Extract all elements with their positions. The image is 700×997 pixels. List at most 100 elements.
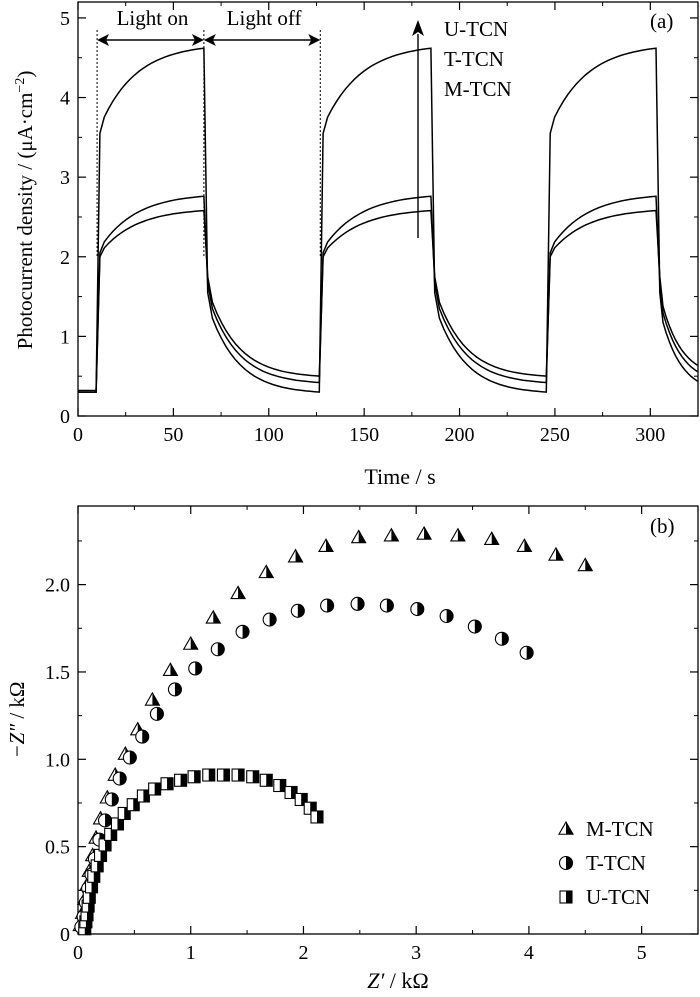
point-m-tcn-fill [170, 663, 178, 676]
point-m-tcn-fill [391, 528, 399, 541]
point-m-tcn-fill [326, 539, 333, 552]
point-t-tcn-fill [105, 813, 112, 827]
point-t-tcn-fill [217, 642, 225, 656]
point-u-tcn-fill [291, 786, 298, 799]
panel-a-ylabel-close: ) [13, 71, 37, 78]
point-m-tcn-fill [190, 637, 198, 650]
point-u-tcn-fill [194, 770, 201, 783]
point-u-tcn-fill [87, 908, 94, 921]
point-t-tcn-fill [474, 620, 482, 634]
point-u-tcn-fill [85, 915, 92, 928]
panel-b-ylabel-var: −Z″ [5, 724, 29, 759]
x-tick-label: 4 [524, 942, 534, 964]
y-tick-label: 0 [60, 406, 70, 428]
point-u-tcn-fill [105, 838, 112, 851]
panel-b-label: (b) [650, 514, 675, 538]
panel-b-ylabel: −Z″ / kΩ [5, 681, 29, 758]
light-off-label: Light off [227, 6, 302, 30]
panel-b-series [72, 525, 594, 936]
legend-label-m-tcn: M-TCN [444, 77, 512, 101]
point-t-tcn-fill [297, 604, 305, 618]
point-m-tcn-fill [213, 610, 221, 624]
point-t-tcn-fill [501, 632, 509, 646]
y-tick-label: 1.0 [45, 749, 70, 771]
y-tick-label: 3 [60, 167, 70, 189]
point-u-tcn-fill [89, 891, 96, 904]
point-u-tcn-fill [238, 769, 245, 782]
point-t-tcn-fill [111, 792, 119, 806]
panel-b-frame [77, 505, 699, 935]
point-u-tcn-fill [154, 783, 161, 796]
series-t-tcn [74, 596, 534, 935]
point-u-tcn-fill [316, 810, 323, 823]
panel-b-xlabel-unit: / kΩ [384, 968, 428, 993]
point-u-tcn-fill [88, 900, 95, 913]
legend-marker-m-tcn-fill [566, 822, 573, 835]
point-u-tcn-fill [143, 789, 150, 802]
point-m-tcn-fill [238, 586, 246, 599]
x-tick-label: 50 [163, 424, 183, 446]
y-tick-label: 4 [60, 88, 70, 110]
series-line-t-tcn [78, 195, 698, 392]
panel-a-ylabel: Photocurrent density / (μA·cm−2) [13, 71, 37, 350]
point-u-tcn-fill [167, 777, 174, 790]
panel-b-ylabel-unit: / kΩ [5, 681, 29, 723]
legend-trend-arrow-head [412, 20, 424, 36]
point-m-tcn-fill [424, 526, 432, 540]
y-tick-label: 1.5 [45, 662, 70, 684]
panel-a-ticks: 0 50 100 150 200 250 300 0 1 2 3 4 5 [60, 2, 698, 446]
series-line-u-tcn [78, 47, 698, 393]
y-tick-label: 0 [60, 924, 70, 946]
point-t-tcn-fill [269, 613, 277, 627]
x-tick-label: 300 [635, 424, 665, 446]
x-tick-label: 2 [298, 942, 308, 964]
point-t-tcn-fill [446, 609, 454, 623]
panel-a-ylabel-main: Photocurrent density / (μA·cm [13, 93, 37, 350]
light-off-arrow-head-left [203, 34, 216, 46]
point-t-tcn-fill [327, 599, 334, 613]
point-u-tcn-fill [301, 793, 308, 806]
light-off-arrow-head-right [308, 34, 321, 46]
x-tick-label: 150 [349, 424, 379, 446]
y-tick-label: 2.0 [45, 575, 70, 597]
y-tick-label: 2 [60, 247, 70, 269]
legend-label-m-tcn: M-TCN [586, 817, 654, 841]
x-tick-label: 200 [445, 424, 475, 446]
point-m-tcn-fill [585, 558, 593, 571]
y-tick-label: 0.5 [45, 837, 70, 859]
point-t-tcn-fill [357, 597, 365, 611]
x-tick-label: 100 [254, 424, 284, 446]
light-on-label: Light on [117, 6, 189, 30]
panel-b-legend: M-TCN T-TCN U-TCN [558, 817, 654, 909]
legend-label-t-tcn: T-TCN [586, 851, 646, 875]
panel-a-annotations: Light on Light off U-TCN T-TCN M-TCN [96, 6, 512, 257]
point-u-tcn-fill [133, 798, 140, 811]
point-t-tcn-fill [142, 730, 149, 744]
legend-marker-t-tcn-fill [566, 856, 573, 870]
point-t-tcn-fill [195, 661, 202, 675]
legend-marker-u-tcn-fill [566, 891, 572, 903]
point-t-tcn-fill [156, 707, 164, 721]
panel-b-xlabel: Z′ / kΩ [367, 968, 429, 993]
point-u-tcn-fill [223, 769, 230, 782]
y-tick-label: 5 [60, 8, 70, 30]
point-t-tcn-fill [174, 682, 182, 696]
point-u-tcn-fill [93, 870, 100, 883]
point-u-tcn-fill [117, 817, 124, 830]
point-u-tcn-fill [91, 880, 98, 893]
panel-b-ticks: 0 1 2 3 4 5 0 0.5 1.0 1.5 2.0 [45, 506, 698, 964]
point-t-tcn-fill [386, 599, 394, 613]
light-on-arrow-head-right [191, 34, 204, 46]
point-u-tcn-fill [208, 769, 215, 782]
x-tick-label: 0 [73, 424, 83, 446]
y-tick-label: 1 [60, 326, 70, 348]
light-on-arrow-head-left [97, 34, 110, 46]
point-u-tcn-fill [84, 922, 91, 935]
point-u-tcn-fill [180, 774, 187, 787]
panel-b-xlabel-var: Z′ [367, 968, 385, 993]
point-u-tcn-fill [124, 807, 131, 820]
x-tick-label: 3 [411, 942, 421, 964]
point-t-tcn-fill [242, 625, 250, 639]
